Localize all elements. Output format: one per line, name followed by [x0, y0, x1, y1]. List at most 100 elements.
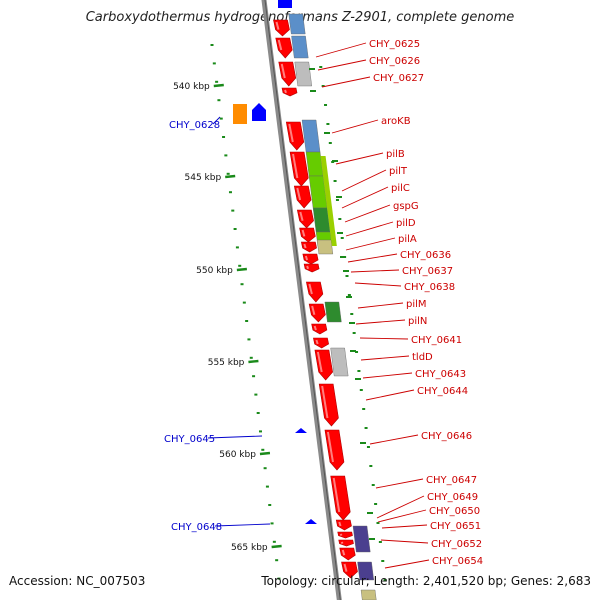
gene-label-forward[interactable]: CHY_0641	[411, 335, 462, 346]
scale-dot	[224, 154, 228, 157]
gene-label-forward[interactable]: CHY_0646	[421, 431, 472, 442]
gene-leader-line	[365, 389, 415, 401]
cog-category-block	[330, 347, 349, 377]
cds-forward-arrow	[337, 531, 353, 539]
cog-category-block	[357, 561, 374, 581]
gene-label-forward[interactable]: pilM	[406, 299, 427, 310]
accession-text: Accession: NC_007503	[9, 574, 146, 588]
scale-dot	[242, 301, 246, 304]
scale-label: 560 kbp	[219, 450, 256, 460]
cog-category-block	[316, 239, 334, 255]
cds-forward-arrow	[311, 323, 328, 335]
scale-dot	[261, 448, 265, 451]
scale-dot	[235, 246, 239, 249]
gene-label-forward[interactable]: CHY_0625	[369, 39, 420, 50]
feature-marker	[346, 296, 352, 298]
gene-label-forward[interactable]: CHY_0643	[415, 369, 466, 380]
guide-dot	[324, 104, 328, 106]
gene-label-forward[interactable]: CHY_0647	[426, 475, 477, 486]
summary-text: Topology: circular; Length: 2,401,520 bp…	[261, 574, 591, 588]
gene-label-forward[interactable]: pilA	[398, 234, 417, 245]
feature-marker	[332, 160, 338, 162]
gene-leader-line	[207, 435, 263, 439]
cds-highlight	[326, 431, 334, 463]
guide-dot	[357, 370, 361, 372]
guide-dot	[355, 351, 359, 353]
scale-major-tick	[225, 174, 236, 179]
feature-marker	[360, 442, 366, 444]
scale-dot	[272, 540, 276, 543]
scale-dot	[231, 209, 235, 212]
scale-major-tick	[213, 83, 224, 88]
gene-leader-line	[360, 355, 410, 361]
scale-dot	[265, 485, 269, 488]
guide-dot	[369, 465, 373, 467]
gene-label-forward[interactable]: CHY_0637	[402, 266, 453, 277]
gene-label-forward[interactable]: gspG	[393, 201, 419, 212]
gene-label-forward[interactable]: CHY_0649	[427, 492, 478, 503]
scale-major-tick	[248, 359, 259, 364]
cds-forward-arrow	[300, 241, 317, 253]
cds-highlight	[304, 255, 309, 261]
scale-dot	[226, 172, 230, 175]
gene-label-reverse[interactable]: CHY_0648	[171, 522, 222, 533]
gene-label-forward[interactable]: pilB	[386, 149, 405, 160]
cds-highlight	[339, 533, 343, 537]
gene-label-reverse[interactable]: CHY_0628	[169, 120, 220, 131]
gene-leader-line	[321, 76, 371, 88]
cds-highlight	[316, 351, 323, 373]
gene-label-forward[interactable]: aroKB	[381, 116, 411, 127]
gene-label-reverse[interactable]: CHY_0645	[164, 434, 215, 445]
cds-reverse-0645	[295, 428, 307, 433]
gene-label-forward[interactable]: pilC	[391, 183, 410, 194]
gene-leader-line	[335, 152, 384, 165]
gene-label-forward[interactable]: CHY_0652	[431, 539, 482, 550]
guide-dot	[345, 275, 349, 277]
gene-label-forward[interactable]: CHY_0651	[430, 521, 481, 532]
guide-dot	[364, 427, 368, 429]
cog-category-block	[360, 589, 377, 600]
gene-label-forward[interactable]: pilN	[408, 316, 427, 327]
cds-forward-arrow	[281, 87, 298, 97]
gene-label-forward[interactable]: pilD	[396, 218, 416, 229]
scale-dot	[256, 412, 260, 414]
cds-highlight	[343, 563, 348, 572]
gene-label-forward[interactable]: pilT	[389, 166, 408, 177]
gene-label-forward[interactable]: tldD	[412, 352, 433, 363]
scale-dot	[249, 356, 253, 359]
feature-marker	[343, 270, 349, 272]
scale-dot	[275, 559, 279, 562]
cog-category-block	[288, 13, 306, 35]
cog-category-block	[294, 61, 312, 87]
guide-dot	[352, 332, 356, 334]
gene-leader-line	[380, 539, 429, 544]
cds-highlight	[275, 21, 280, 30]
gene-label-forward[interactable]: CHY_0627	[373, 73, 424, 84]
gene-label-forward[interactable]: CHY_0626	[369, 56, 420, 67]
scale-dot	[252, 375, 256, 378]
gene-leader-line	[341, 169, 387, 192]
feature-marker	[355, 378, 361, 380]
scale-dot	[215, 80, 219, 83]
gene-leader-line	[315, 42, 367, 58]
gene-label-forward[interactable]: CHY_0638	[404, 282, 455, 293]
gene-label-forward[interactable]: CHY_0636	[400, 250, 451, 261]
guide-dot	[340, 237, 344, 239]
gene-leader-line	[347, 253, 398, 263]
gene-leader-line	[375, 478, 424, 489]
gene-leader-line	[357, 302, 404, 309]
scale-dot	[240, 283, 244, 286]
cds-highlight	[338, 521, 342, 527]
cog-category-block	[305, 151, 324, 177]
cds-reverse-0628-arrow	[252, 103, 266, 121]
cds-highlight	[284, 89, 287, 94]
gene-label-forward[interactable]: CHY_0650	[429, 506, 480, 517]
guide-dot	[362, 408, 366, 410]
scale-major-tick	[236, 267, 247, 272]
gene-label-forward[interactable]: CHY_0654	[432, 556, 483, 567]
guide-dot	[371, 484, 375, 486]
cog-category-block	[324, 301, 342, 323]
feature-marker	[336, 196, 342, 198]
feature-marker	[340, 256, 346, 258]
gene-label-forward[interactable]: CHY_0644	[417, 386, 468, 397]
